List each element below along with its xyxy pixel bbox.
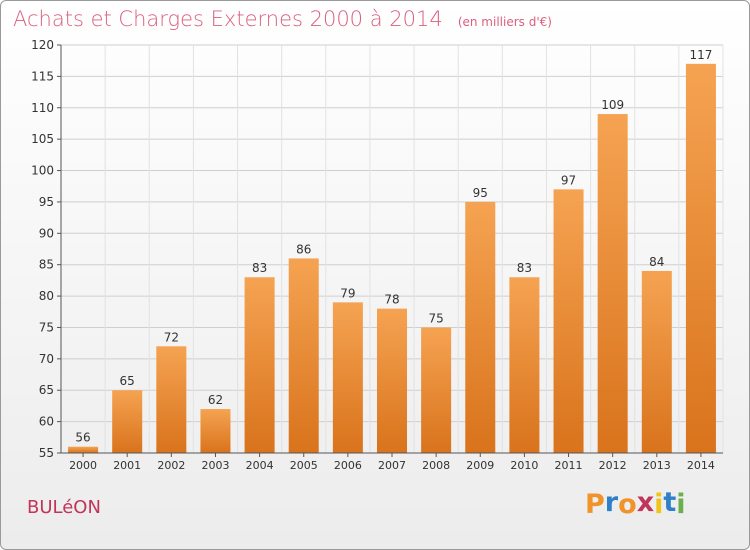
x-tick-label: 2002 <box>157 459 185 472</box>
chart-title: Achats et Charges Externes 2000 à 2014 <box>13 7 443 31</box>
bar-value-label: 83 <box>252 261 267 275</box>
axis-layer: 55 60 65 70 75 80 85 90 95 100 105 110 115 120 2000 200… <box>31 38 723 472</box>
brand-letter: P <box>585 489 605 520</box>
x-tick-label: 2003 <box>201 459 229 472</box>
bar <box>597 114 628 454</box>
y-tick-label: 80 <box>39 289 54 303</box>
bar <box>156 346 187 453</box>
bar <box>332 302 363 453</box>
brand-letter: t <box>663 487 677 518</box>
brand-letter: o <box>618 489 637 520</box>
y-tick-label: 70 <box>39 352 54 366</box>
bar <box>553 189 584 453</box>
x-tick-label: 2007 <box>378 459 406 472</box>
bar <box>200 409 231 453</box>
y-tick-label: 75 <box>39 320 54 334</box>
bar <box>685 63 716 453</box>
bar <box>421 327 452 453</box>
bar-value-label: 97 <box>561 173 576 187</box>
x-tick-label: 2005 <box>290 459 318 472</box>
brand-letter: i <box>676 489 686 520</box>
x-tick-label: 2009 <box>466 459 494 472</box>
bar <box>68 446 99 453</box>
y-tick-label: 60 <box>39 415 54 429</box>
x-tick-label: 2004 <box>246 459 274 472</box>
y-tick-label: 65 <box>39 383 54 397</box>
y-tick-label: 105 <box>31 132 54 146</box>
x-tick-label: 2014 <box>687 459 715 472</box>
x-tick-label: 2001 <box>113 459 141 472</box>
y-tick-label: 120 <box>31 38 54 52</box>
bar-value-label: 84 <box>649 255 664 269</box>
bar-value-label: 75 <box>428 311 443 325</box>
bar <box>641 270 672 453</box>
bar-value-label: 95 <box>473 186 488 200</box>
y-tick-label: 100 <box>31 164 54 178</box>
bar <box>465 201 496 453</box>
y-tick-label: 110 <box>31 101 54 115</box>
y-tick-label: 95 <box>39 195 54 209</box>
y-tick-label: 115 <box>31 69 54 83</box>
bar <box>244 277 275 453</box>
brand-letter: x <box>636 487 655 518</box>
place-name: BULéON <box>27 497 101 518</box>
bar-value-label: 56 <box>75 431 90 445</box>
x-tick-label: 2012 <box>599 459 627 472</box>
bar <box>288 258 319 453</box>
bar-value-label: 79 <box>340 286 355 300</box>
x-tick-label: 2008 <box>422 459 450 472</box>
bar-value-label: 83 <box>517 261 532 275</box>
x-tick-label: 2006 <box>334 459 362 472</box>
x-tick-label: 2010 <box>510 459 538 472</box>
x-tick-label: 2013 <box>643 459 671 472</box>
bar-value-label: 72 <box>164 330 179 344</box>
brand-letter: r <box>604 487 619 518</box>
bar-value-label: 86 <box>296 242 311 256</box>
bar-value-label: 109 <box>601 98 624 112</box>
y-tick-label: 55 <box>39 446 54 460</box>
brand-logo: Proxiti <box>585 487 686 520</box>
bar-value-label: 62 <box>208 393 223 407</box>
x-tick-label: 2011 <box>555 459 583 472</box>
y-tick-label: 85 <box>39 258 54 272</box>
bar-value-label: 117 <box>689 48 712 62</box>
bar <box>112 390 143 453</box>
y-tick-label: 90 <box>39 226 54 240</box>
bar <box>509 277 540 453</box>
bar-value-label: 65 <box>120 374 135 388</box>
brand-letter: i <box>654 489 664 520</box>
title-row: Achats et Charges Externes 2000 à 2014 (… <box>13 7 552 31</box>
bar-layer: 56 65 72 62 83 86 79 78 75 95 83 97 109 84 117 <box>68 48 716 454</box>
bar-value-label: 78 <box>384 293 399 307</box>
chart-subtitle: (en milliers d'€) <box>457 15 552 29</box>
x-tick-label: 2000 <box>69 459 97 472</box>
bar <box>376 308 408 453</box>
